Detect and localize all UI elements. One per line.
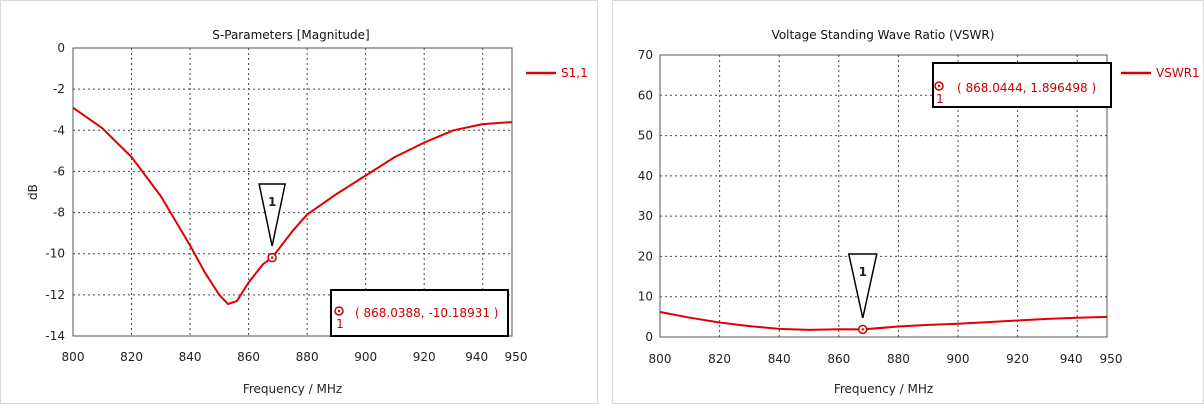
- marker-readout-symbol-dot: [937, 84, 941, 88]
- s-parameters-chart: S-Parameters [Magnitude] 800 820 840 860 880 9…: [26, 28, 588, 396]
- marker-readout-id: 1: [936, 92, 944, 106]
- legend-label: S1,1: [561, 66, 588, 80]
- x-tick-label: 840: [179, 350, 202, 364]
- marker-readout-text: ( 868.0388, -10.18931 ): [355, 306, 498, 320]
- x-tick-label: 820: [120, 350, 143, 364]
- x-tick-label: 920: [1006, 352, 1029, 366]
- x-tick-label: 950: [505, 350, 528, 364]
- x-tick-label: 940: [1060, 352, 1083, 366]
- marker-readout-box: [330, 289, 509, 337]
- legend-label: VSWR1: [1156, 66, 1200, 80]
- y-tick-label: 10: [638, 290, 653, 304]
- x-tick-label: 940: [465, 350, 488, 364]
- x-tick-label: 800: [62, 350, 85, 364]
- x-tick-label: 860: [237, 350, 260, 364]
- y-tick-label: 0: [645, 330, 653, 344]
- x-tick-label: 860: [827, 352, 850, 366]
- y-tick-label: -10: [45, 247, 65, 261]
- y-tick-label: 40: [638, 169, 653, 183]
- x-tick-label: 900: [354, 350, 377, 364]
- marker-readout-symbol-dot: [337, 309, 341, 313]
- vswr-chart: Voltage Standing Wave Ratio (VSWR) 800 820…: [638, 28, 1200, 396]
- marker-pointer: [847, 253, 878, 319]
- x-tick-label: 920: [413, 350, 436, 364]
- x-tick-label: 800: [649, 352, 672, 366]
- s-parameters-panel: S-Parameters [Magnitude] 800 820 840 860 880 9…: [0, 0, 598, 404]
- x-tick-label: 840: [768, 352, 791, 366]
- marker-point-dot: [270, 256, 274, 259]
- y-tick-label: -12: [45, 288, 65, 302]
- marker-readout-text: ( 868.0444, 1.896498 ): [957, 81, 1096, 95]
- y-tick-label: 30: [638, 209, 653, 223]
- plot-frame: [72, 47, 513, 337]
- chart-title: S-Parameters [Magnitude]: [212, 28, 369, 42]
- x-tick-label: 880: [296, 350, 319, 364]
- chart-title: Voltage Standing Wave Ratio (VSWR): [772, 28, 995, 42]
- x-tick-label: 820: [708, 352, 731, 366]
- y-tick-label: -2: [53, 82, 65, 96]
- x-axis-label: Frequency / MHz: [243, 382, 342, 396]
- y-tick-label: -14: [45, 329, 65, 343]
- y-tick-label: 50: [638, 129, 653, 143]
- marker-readout-id: 1: [336, 317, 344, 331]
- marker-pointer: [258, 183, 287, 247]
- marker-readout-box: [932, 62, 1112, 108]
- y-tick-label: -4: [53, 123, 65, 137]
- x-tick-label: 900: [947, 352, 970, 366]
- y-axis-label: dB: [26, 184, 40, 200]
- marker-pointer-id: 1: [268, 195, 276, 209]
- y-tick-label: 20: [638, 249, 653, 263]
- y-tick-label: 70: [638, 48, 653, 62]
- series-line: [659, 311, 1108, 331]
- x-tick-label: 880: [887, 352, 910, 366]
- x-axis-label: Frequency / MHz: [834, 382, 933, 396]
- x-tick-label: 950: [1100, 352, 1123, 366]
- y-tick-label: 60: [638, 88, 653, 102]
- y-tick-label: -6: [53, 164, 65, 178]
- marker-pointer-id: 1: [859, 265, 867, 279]
- plot-frame: [659, 54, 1108, 338]
- y-tick-label: 0: [57, 41, 65, 55]
- vswr-panel: Voltage Standing Wave Ratio (VSWR) 800 820…: [612, 0, 1204, 404]
- y-tick-label: -8: [53, 206, 65, 220]
- marker-point-dot: [861, 328, 864, 331]
- series-line: [72, 106, 513, 306]
